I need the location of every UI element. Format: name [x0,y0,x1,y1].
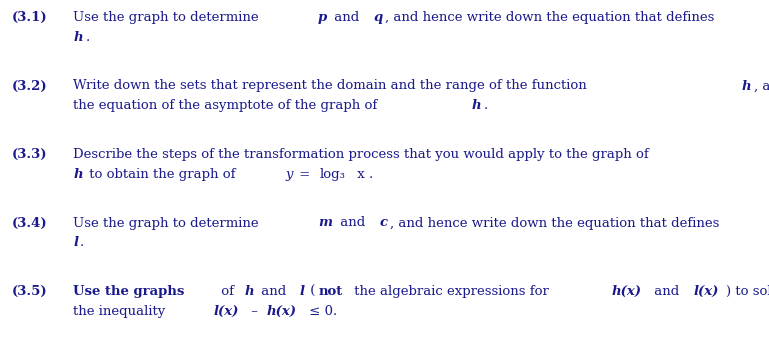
Text: ) to solve: ) to solve [727,285,769,298]
Text: h(x): h(x) [612,285,642,298]
Text: q: q [373,11,382,24]
Text: .: . [368,167,373,181]
Text: l: l [300,285,305,298]
Text: Use the graph to determine: Use the graph to determine [73,217,263,229]
Text: Use the graph to determine: Use the graph to determine [73,11,263,24]
Text: (3.3): (3.3) [12,148,47,161]
Text: .: . [484,99,488,112]
Text: (3.2): (3.2) [12,79,47,92]
Text: Use the graphs: Use the graphs [73,285,185,298]
Text: and: and [257,285,290,298]
Text: c: c [379,217,388,229]
Text: h: h [741,79,751,92]
Text: h: h [73,31,83,44]
Text: h: h [73,167,83,181]
Text: h(x): h(x) [266,305,296,317]
Text: h: h [471,99,481,112]
Text: (: ( [306,285,315,298]
Text: (3.5): (3.5) [12,285,47,298]
Text: ≤ 0.: ≤ 0. [305,305,338,317]
Text: l: l [73,236,78,249]
Text: to obtain the graph of: to obtain the graph of [85,167,240,181]
Text: the equation of the asymptote of the graph of: the equation of the asymptote of the gra… [73,99,381,112]
Text: –: – [247,305,262,317]
Text: not: not [318,285,343,298]
Text: (3.1): (3.1) [12,11,47,24]
Text: the algebraic expressions for: the algebraic expressions for [350,285,553,298]
Text: , and hence write down the equation that defines: , and hence write down the equation that… [385,11,714,24]
Text: .: . [85,31,90,44]
Text: of: of [217,285,238,298]
Text: h: h [245,285,254,298]
Text: x: x [354,167,365,181]
Text: and: and [336,217,370,229]
Text: Describe the steps of the transformation process that you would apply to the gra: Describe the steps of the transformation… [73,148,649,161]
Text: the inequality: the inequality [73,305,182,317]
Text: , and: , and [754,79,769,92]
Text: .: . [79,236,84,249]
Text: l(x): l(x) [214,305,239,317]
Text: m: m [318,217,332,229]
Text: Write down the sets that represent the domain and the range of the function: Write down the sets that represent the d… [73,79,591,92]
Text: =: = [295,167,315,181]
Text: log₃: log₃ [320,167,346,181]
Text: and: and [651,285,684,298]
Text: y: y [285,167,293,181]
Text: l(x): l(x) [694,285,719,298]
Text: , and hence write down the equation that defines: , and hence write down the equation that… [390,217,719,229]
Text: (3.4): (3.4) [12,217,47,229]
Text: and: and [330,11,364,24]
Text: p: p [318,11,328,24]
